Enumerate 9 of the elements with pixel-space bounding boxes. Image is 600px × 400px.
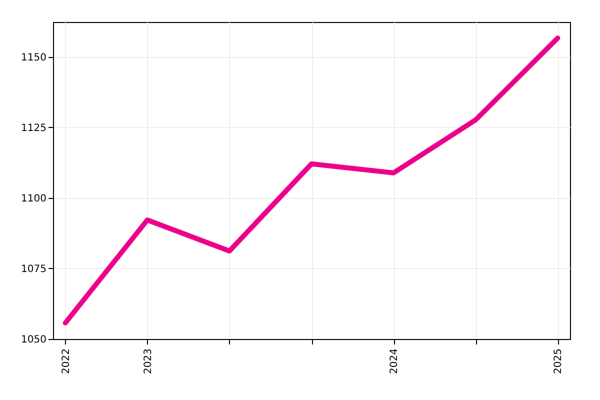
y-tick-label: 1075 <box>21 264 46 275</box>
x-tick-label: 2023 <box>142 348 154 374</box>
y-tick-label: 1100 <box>21 193 46 204</box>
y-tick-label: 1050 <box>21 334 46 346</box>
y-tick-label: 1125 <box>21 122 46 134</box>
y-tick-label: 1150 <box>21 52 46 64</box>
x-tick-label: 2025 <box>553 348 564 374</box>
x-tick-label: 2024 <box>389 348 400 374</box>
x-tick-label: 2022 <box>60 348 72 374</box>
